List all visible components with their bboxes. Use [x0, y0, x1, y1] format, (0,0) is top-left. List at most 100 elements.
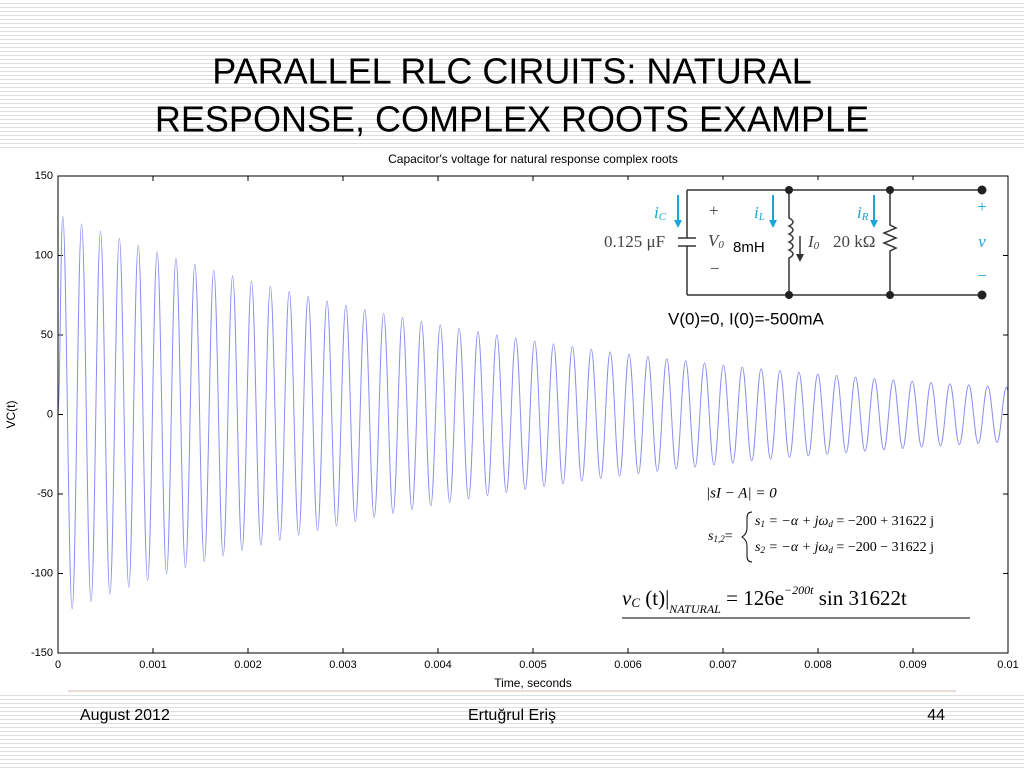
y-tick-label: 100: [35, 249, 53, 261]
current-label: iC: [654, 203, 667, 223]
symbol: s: [708, 529, 714, 544]
y-tick-label: 50: [41, 329, 53, 341]
symbol: V: [708, 231, 721, 250]
arrow-head: [870, 220, 878, 228]
arrow-head: [796, 254, 804, 262]
subscript: d: [828, 545, 833, 555]
expression: = −200 − 31622 j: [833, 540, 934, 555]
arrow-head: [769, 220, 777, 228]
node: [785, 186, 793, 194]
slide-title-line: PARALLEL RLC CIRUITS: NATURAL: [212, 51, 811, 92]
expression: sin 31622t: [813, 586, 907, 610]
current-label: iR: [857, 203, 869, 223]
voltage-label: V0: [708, 231, 724, 251]
x-tick-label: 0.01: [997, 659, 1018, 671]
node: [886, 291, 894, 299]
superscript: −200t: [784, 583, 814, 597]
chart: Capacitor's voltage for natural response…: [4, 152, 1019, 690]
subscript: 2: [760, 545, 765, 555]
root-2: s2 = −α + jωd = −200 − 31622 j: [755, 540, 934, 555]
label-box: [729, 236, 775, 258]
label-box: [660, 307, 900, 333]
source-label: I0: [807, 232, 820, 252]
characteristic-equation: |sI − A| = 0: [706, 485, 777, 501]
subscript: L: [758, 211, 765, 223]
subscript: R: [861, 211, 869, 223]
node: [785, 291, 793, 299]
x-tick-label: 0.003: [329, 659, 357, 671]
operator: =: [725, 529, 733, 544]
expression: = −α + jω: [765, 540, 829, 555]
footer-date: August 2012: [80, 707, 170, 724]
symbol: i: [754, 203, 759, 222]
x-tick-label: 0.001: [139, 659, 167, 671]
roots-label: s1,2=: [708, 529, 733, 544]
polarity: −: [977, 266, 987, 285]
symbol: s: [755, 514, 761, 529]
resistance: 20 kΩ: [833, 232, 875, 251]
subscript: C: [631, 595, 640, 610]
footer-author: Ertuğrul Eriş: [468, 707, 556, 724]
x-tick-label: 0: [55, 659, 61, 671]
polarity: +: [977, 197, 987, 216]
plot-frame: [57, 175, 1009, 654]
subscript: 1: [760, 519, 765, 529]
expression: = 126e: [721, 586, 784, 610]
symbol: I: [807, 232, 815, 251]
arrow-head: [674, 220, 682, 228]
subscript: NATURAL: [668, 602, 721, 616]
resistor: [882, 190, 898, 295]
equation-box: [616, 480, 994, 624]
x-tick-label: 0.002: [234, 659, 262, 671]
data-line: [57, 215, 1009, 610]
x-tick-label: 0.009: [899, 659, 927, 671]
y-tick-label: -150: [31, 647, 53, 659]
current-label: iL: [754, 203, 765, 223]
x-tick-label: 0.006: [614, 659, 642, 671]
subscript: 0: [718, 239, 724, 251]
x-tick-label: 0.007: [709, 659, 737, 671]
symbol: s: [755, 540, 761, 555]
chart-title: Capacitor's voltage for natural response…: [388, 152, 678, 166]
terminal: [977, 290, 987, 300]
polarity: +: [709, 201, 719, 220]
subscript: C: [659, 211, 667, 223]
symbol: v: [622, 586, 632, 610]
circuit-diagram: iC + V0 0.125 μF − 8mH iL I0 iR 20 kΩ + …: [598, 180, 992, 333]
y-tick-label: -50: [37, 488, 53, 500]
inductor: [787, 190, 794, 295]
y-tick-label: 150: [35, 170, 53, 182]
expression: (t): [640, 586, 665, 610]
subscript: 0: [814, 240, 820, 252]
inductance: 8mH: [733, 239, 765, 256]
y-tick-label: 0: [47, 408, 53, 420]
voltage-label: v: [978, 232, 986, 251]
x-axis-label: Time, seconds: [494, 676, 572, 690]
polarity: −: [710, 259, 720, 278]
subscript: d: [828, 519, 833, 529]
y-axis-label: VC(t): [4, 401, 18, 429]
x-tick-label: 0.008: [804, 659, 832, 671]
wire: [678, 189, 982, 296]
expression: = −α + jω: [765, 514, 829, 529]
natural-response: vC (t)|NATURAL = 126e−200t sin 31622t: [622, 583, 907, 616]
operator: |: [665, 586, 669, 610]
y-tick-label: -100: [31, 567, 53, 579]
expression: = −200 + 31622 j: [833, 514, 934, 529]
equations: |sI − A| = 0 s1,2= s1 = −α + jωd = −200 …: [616, 480, 994, 624]
x-tick-label: 0.005: [519, 659, 547, 671]
terminal: [977, 185, 987, 195]
symbol: i: [857, 203, 862, 222]
node: [886, 186, 894, 194]
subscript: 1,2: [713, 534, 725, 544]
page-number: 44: [927, 707, 945, 724]
brace: [741, 511, 753, 563]
symbol: i: [654, 203, 659, 222]
capacitance: 0.125 μF: [604, 232, 665, 251]
circuit-bg: [598, 180, 992, 302]
root-1: s1 = −α + jωd = −200 + 31622 j: [755, 514, 934, 529]
x-tick-label: 0.004: [424, 659, 452, 671]
slide-title-line: RESPONSE, COMPLEX ROOTS EXAMPLE: [155, 99, 869, 140]
